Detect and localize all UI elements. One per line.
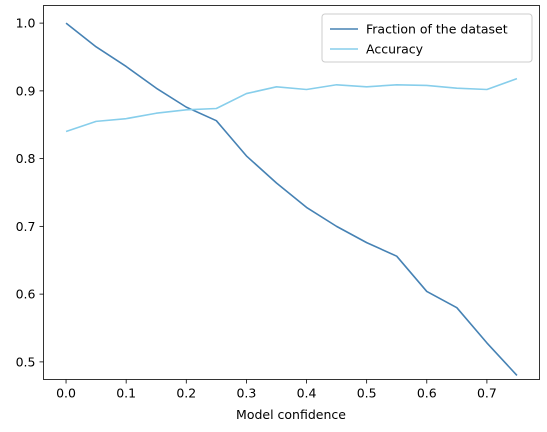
legend-label-fraction: Fraction of the dataset <box>366 22 508 37</box>
x-tick-label: 0.2 <box>176 386 196 401</box>
x-tick-label: 0.1 <box>116 386 136 401</box>
x-tick-label: 0.6 <box>417 386 437 401</box>
x-tick-label: 0.4 <box>297 386 317 401</box>
legend-box <box>321 13 533 63</box>
plot-area <box>43 5 540 380</box>
y-tick-label: 0.6 <box>16 287 36 302</box>
x-axis: 0.0 0.1 0.2 0.3 0.4 0.5 0.6 0.7 <box>56 379 497 401</box>
x-tick-label: 0.3 <box>236 386 256 401</box>
legend-label-accuracy: Accuracy <box>366 42 424 57</box>
legend: Fraction of the dataset Accuracy <box>321 13 533 63</box>
series-line-accuracy <box>65 77 518 133</box>
y-tick-label: 0.8 <box>16 151 36 166</box>
x-tick-label: 0.5 <box>357 386 377 401</box>
y-tick-label: 1.0 <box>16 16 36 31</box>
y-tick-label: 0.7 <box>16 219 36 234</box>
y-axis: 0.5 0.6 0.7 0.8 0.9 1.0 <box>16 16 44 369</box>
series-layer <box>65 22 518 376</box>
series-line-fraction-of-dataset <box>65 22 518 376</box>
y-tick-label: 0.5 <box>16 354 36 369</box>
x-tick-label: 0.7 <box>477 386 497 401</box>
x-axis-label: Model confidence <box>236 407 346 422</box>
y-tick-label: 0.9 <box>16 83 36 98</box>
x-tick-label: 0.0 <box>56 386 76 401</box>
